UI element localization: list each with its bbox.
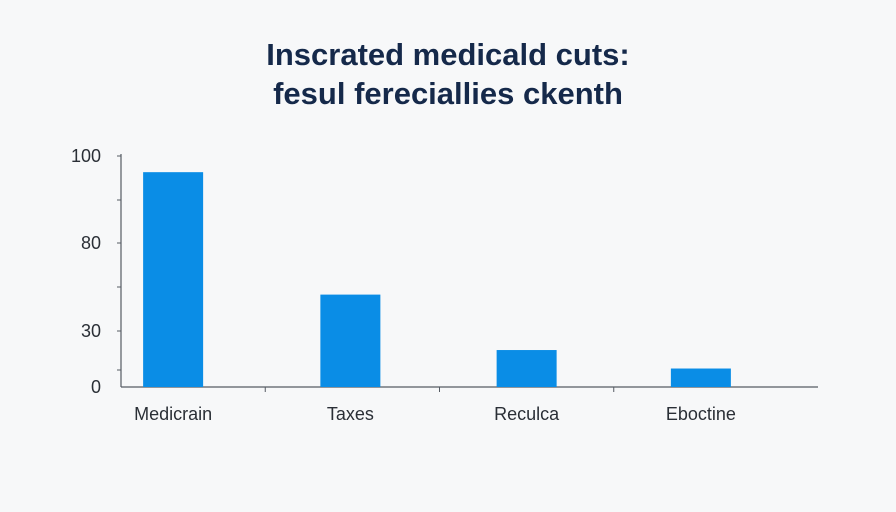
y-tick-label: 80 (81, 233, 101, 253)
y-tick-label: 30 (81, 321, 101, 341)
y-tick-label: 0 (91, 377, 101, 397)
bar-taxes (320, 294, 381, 387)
chart-title-line-2: fesul fereciallies ckenth (273, 76, 623, 111)
x-tick-label: Taxes (327, 404, 374, 424)
x-tick-label: Eboctine (666, 404, 736, 424)
bar-medicrain (143, 172, 204, 387)
bar-eboctine (670, 368, 731, 387)
y-tick-label: 100 (71, 146, 101, 166)
chart-title-line-1: Inscrated medicald cuts: (266, 37, 630, 72)
bar-reculca (496, 350, 557, 387)
x-tick-label: Medicrain (134, 404, 212, 424)
x-tick-label: Reculca (494, 404, 560, 424)
